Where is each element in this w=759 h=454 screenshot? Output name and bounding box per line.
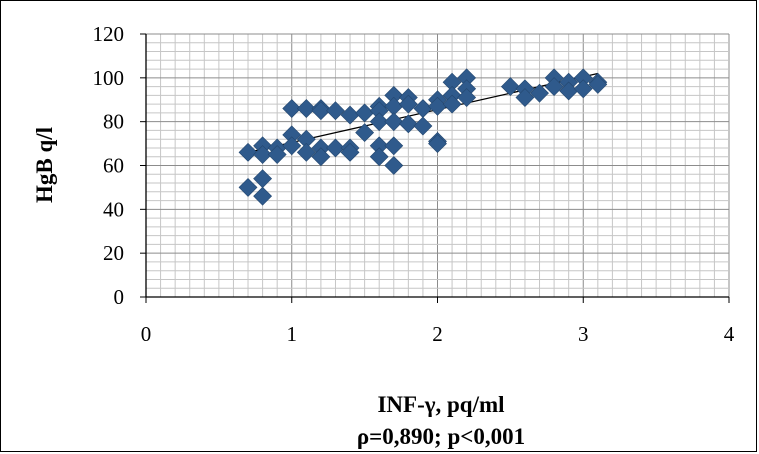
- axes: [140, 34, 729, 303]
- x-tick-label: 1: [287, 322, 298, 346]
- data-point: [254, 187, 272, 205]
- data-point: [414, 117, 432, 135]
- x-tick-label: 2: [432, 322, 443, 346]
- data-point: [254, 170, 272, 188]
- data-point: [385, 157, 403, 175]
- data-point: [429, 135, 447, 153]
- y-tick-label: 120: [93, 22, 125, 46]
- x-tick-label: 4: [724, 322, 735, 346]
- stats-annotation: ρ=0,890; p<0,001: [357, 424, 525, 449]
- x-tick-label: 3: [578, 322, 589, 346]
- data-point: [501, 78, 519, 96]
- data-point: [370, 148, 388, 166]
- gridlines: [146, 34, 729, 297]
- data-point: [239, 178, 257, 196]
- data-point: [385, 113, 403, 131]
- y-tick-label: 40: [103, 197, 124, 221]
- x-axis-label: INF-γ, pq/ml: [377, 392, 504, 417]
- x-tick-label: 0: [141, 322, 152, 346]
- y-tick-label: 100: [93, 66, 125, 90]
- y-tick-label: 80: [103, 110, 124, 134]
- y-axis-label: HgB q/l: [32, 127, 57, 203]
- y-tick-label: 20: [103, 241, 124, 265]
- y-tick-label: 60: [103, 154, 124, 178]
- y-tick-label: 0: [114, 285, 125, 309]
